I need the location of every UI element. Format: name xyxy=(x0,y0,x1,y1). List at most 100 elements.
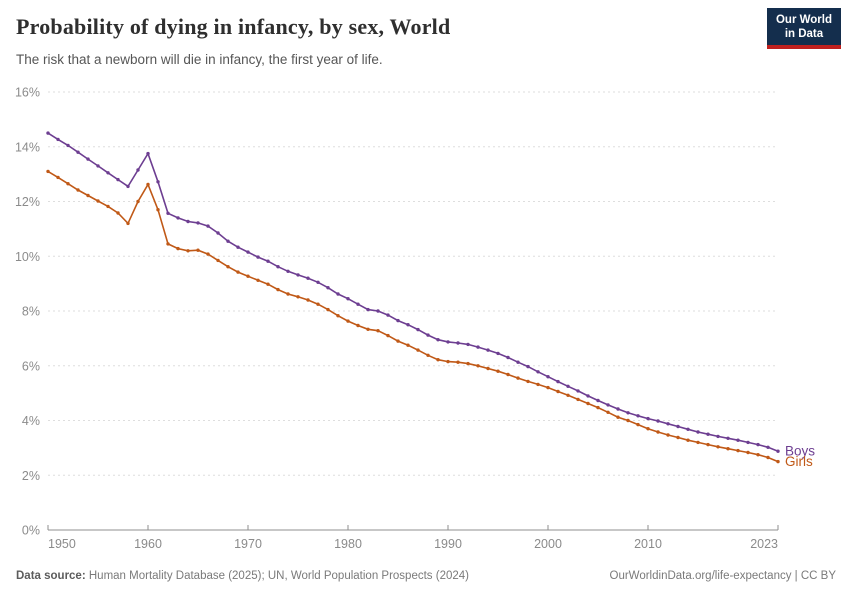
data-point[interactable] xyxy=(776,459,780,464)
data-point[interactable] xyxy=(126,221,130,226)
data-point[interactable] xyxy=(736,438,740,442)
data-point[interactable] xyxy=(236,270,240,274)
data-point[interactable] xyxy=(756,442,760,447)
data-point[interactable] xyxy=(476,345,480,349)
data-point[interactable] xyxy=(736,448,740,453)
data-point[interactable] xyxy=(296,273,300,277)
data-point[interactable] xyxy=(746,440,750,445)
data-point[interactable] xyxy=(56,175,60,180)
data-point[interactable] xyxy=(76,150,80,154)
data-point[interactable] xyxy=(716,445,720,449)
data-point[interactable] xyxy=(216,231,220,235)
data-source-value[interactable]: Human Mortality Database (2025); UN, Wor… xyxy=(88,570,469,582)
data-point[interactable] xyxy=(666,433,670,437)
data-point[interactable] xyxy=(536,382,540,387)
data-point[interactable] xyxy=(486,348,490,352)
data-point[interactable] xyxy=(616,415,620,419)
data-point[interactable] xyxy=(686,438,690,442)
data-point[interactable] xyxy=(376,309,380,313)
owid-logo[interactable]: Our World in Data xyxy=(766,8,841,49)
data-point[interactable] xyxy=(166,211,170,215)
data-point[interactable] xyxy=(646,416,650,421)
data-point[interactable] xyxy=(206,224,210,228)
data-point[interactable] xyxy=(416,348,420,352)
data-point[interactable] xyxy=(206,252,210,256)
data-point[interactable] xyxy=(466,342,470,347)
data-point[interactable] xyxy=(436,338,440,342)
data-point[interactable] xyxy=(216,258,220,263)
data-point[interactable] xyxy=(686,427,690,431)
data-point[interactable] xyxy=(146,182,150,187)
data-point[interactable] xyxy=(236,245,240,249)
data-point[interactable] xyxy=(326,307,330,312)
data-point[interactable] xyxy=(466,361,470,366)
data-point[interactable] xyxy=(526,379,530,384)
data-point[interactable] xyxy=(426,353,430,357)
data-point[interactable] xyxy=(566,393,570,397)
data-point[interactable] xyxy=(66,182,70,186)
data-point[interactable] xyxy=(626,411,630,415)
data-point[interactable] xyxy=(166,242,170,246)
data-point[interactable] xyxy=(396,318,400,323)
data-point[interactable] xyxy=(276,265,280,269)
data-point[interactable] xyxy=(116,211,120,215)
data-point[interactable] xyxy=(376,329,380,333)
data-point[interactable] xyxy=(246,250,250,254)
data-point[interactable] xyxy=(86,193,90,198)
data-point[interactable] xyxy=(106,171,110,175)
data-point[interactable] xyxy=(256,255,260,259)
data-point[interactable] xyxy=(276,287,280,292)
data-point[interactable] xyxy=(556,379,560,384)
data-point[interactable] xyxy=(556,389,560,394)
data-point[interactable] xyxy=(286,292,290,296)
data-point[interactable] xyxy=(576,397,580,402)
data-point[interactable] xyxy=(406,343,410,347)
data-point[interactable] xyxy=(96,199,100,203)
data-point[interactable] xyxy=(676,424,680,429)
data-point[interactable] xyxy=(226,239,230,243)
data-point[interactable] xyxy=(446,359,450,364)
data-point[interactable] xyxy=(316,302,320,306)
data-point[interactable] xyxy=(186,219,190,224)
data-point[interactable] xyxy=(406,323,410,327)
data-point[interactable] xyxy=(746,450,750,455)
data-point[interactable] xyxy=(696,430,700,434)
data-point[interactable] xyxy=(306,276,310,280)
data-point[interactable] xyxy=(546,385,550,390)
data-point[interactable] xyxy=(516,376,520,380)
data-point[interactable] xyxy=(506,355,510,360)
data-point[interactable] xyxy=(116,177,120,182)
series-girls[interactable]: Girls xyxy=(46,169,813,469)
series-line-girls[interactable] xyxy=(47,170,779,463)
data-point[interactable] xyxy=(176,246,180,251)
data-point[interactable] xyxy=(756,453,760,457)
data-point[interactable] xyxy=(706,442,710,447)
data-point[interactable] xyxy=(296,295,300,299)
data-point[interactable] xyxy=(646,427,650,431)
data-point[interactable] xyxy=(246,274,250,278)
data-point[interactable] xyxy=(676,435,680,440)
data-point[interactable] xyxy=(266,282,270,286)
data-point[interactable] xyxy=(586,401,590,406)
data-point[interactable] xyxy=(326,286,330,290)
data-point[interactable] xyxy=(636,414,640,418)
data-point[interactable] xyxy=(396,339,400,343)
data-point[interactable] xyxy=(526,364,530,369)
data-point[interactable] xyxy=(336,314,340,318)
data-point[interactable] xyxy=(476,364,480,368)
data-point[interactable] xyxy=(266,259,270,263)
data-point[interactable] xyxy=(446,340,450,344)
data-point[interactable] xyxy=(776,449,780,453)
data-point[interactable] xyxy=(336,292,340,296)
data-point[interactable] xyxy=(726,436,730,440)
data-point[interactable] xyxy=(626,418,630,423)
data-point[interactable] xyxy=(706,432,710,436)
data-point[interactable] xyxy=(546,375,550,379)
data-point[interactable] xyxy=(136,168,140,172)
line-chart[interactable]: 0% 2% 4% 6% 8% 10% 12% 14% 16% 1950 1960 1970 1980 19… xyxy=(0,78,850,558)
data-point[interactable] xyxy=(456,360,460,364)
data-point[interactable] xyxy=(416,327,420,332)
data-point[interactable] xyxy=(586,394,590,398)
data-point[interactable] xyxy=(656,419,660,423)
data-point[interactable] xyxy=(306,298,310,302)
